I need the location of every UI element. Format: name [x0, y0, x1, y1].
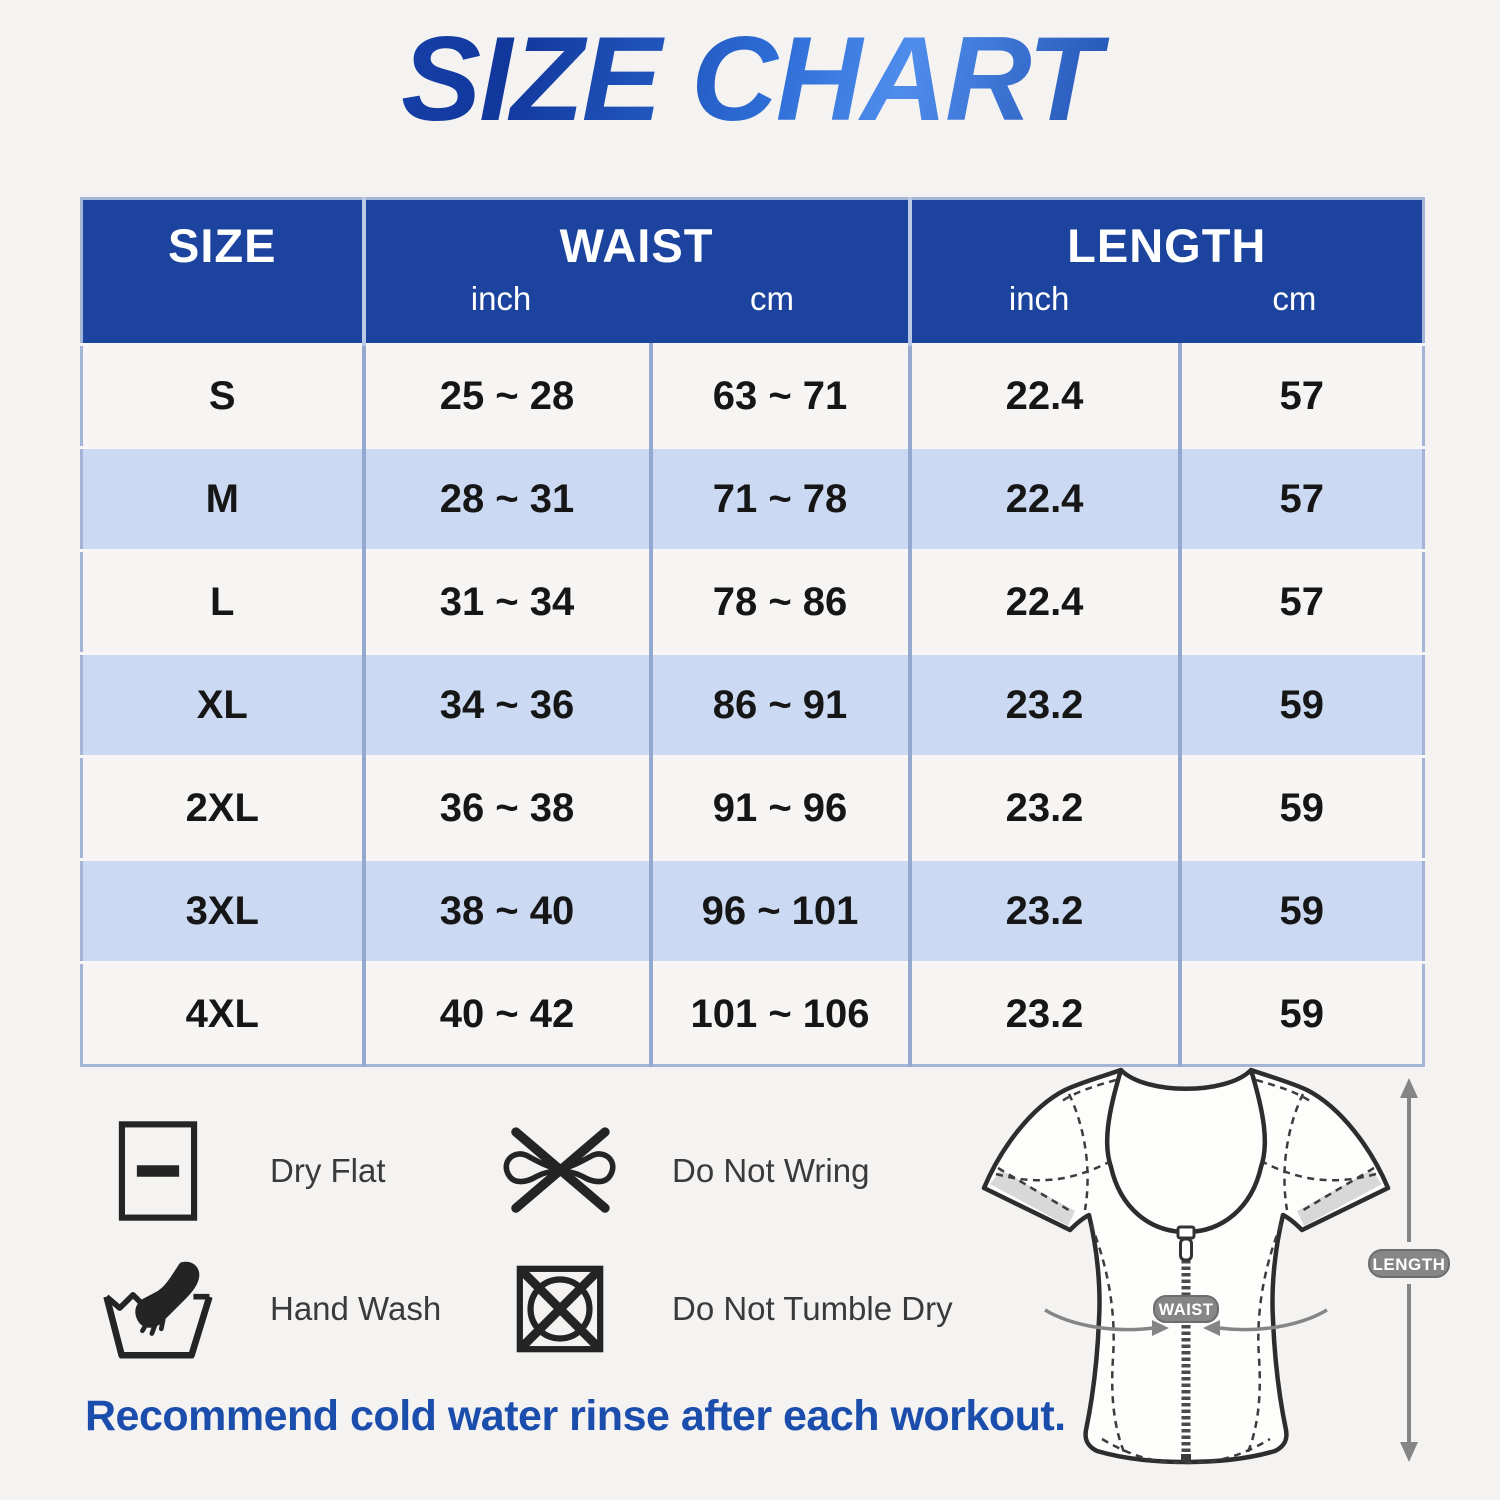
cell-size: 2XL [81, 755, 366, 860]
cell-waist-inch: 36 ~ 38 [363, 755, 653, 860]
cell-waist-cm: 71 ~ 78 [650, 446, 912, 551]
waist-badge: WAIST [1153, 1295, 1219, 1323]
table-row: M 28 ~ 31 71 ~ 78 22.4 57 [81, 446, 1424, 551]
hand-wash-icon [92, 1255, 224, 1363]
cell-length-cm: 57 [1179, 343, 1424, 448]
cell-length-cm: 57 [1179, 549, 1424, 654]
svg-text:LENGTH: LENGTH [1373, 1255, 1446, 1274]
zipper [1176, 1225, 1196, 1462]
waist-unit-inch-label: inch [470, 280, 532, 317]
cell-waist-inch: 34 ~ 36 [363, 652, 653, 757]
cell-waist-inch: 31 ~ 34 [363, 549, 653, 654]
care-item-do-not-tumble-dry: Do Not Tumble Dry [494, 1259, 953, 1359]
cell-length-inch: 23.2 [909, 961, 1182, 1066]
care-item-dry-flat: Dry Flat [92, 1119, 494, 1223]
svg-text:WAIST: WAIST [1159, 1301, 1214, 1319]
care-label: Dry Flat [270, 1152, 386, 1189]
cell-waist-cm: 96 ~ 101 [650, 858, 912, 963]
cell-length-cm: 59 [1179, 652, 1424, 757]
column-header-waist: WAIST inch cm [363, 198, 912, 345]
footnote-text: Recommend cold water rinse after each wo… [85, 1392, 1066, 1440]
cell-size: 3XL [81, 858, 366, 963]
cell-length-inch: 23.2 [909, 858, 1182, 963]
cell-waist-cm: 86 ~ 91 [650, 652, 912, 757]
cell-length-inch: 22.4 [909, 549, 1182, 654]
care-label: Do Not Wring [672, 1152, 870, 1189]
column-header-length: LENGTH inch cm [909, 198, 1424, 345]
cell-size: 4XL [81, 961, 366, 1066]
cell-length-inch: 22.4 [909, 343, 1182, 448]
cell-waist-inch: 38 ~ 40 [363, 858, 653, 963]
waist-arrows [1044, 1308, 1328, 1332]
page-title: SIZE CHART [0, 10, 1500, 148]
dry-flat-icon [92, 1119, 224, 1223]
cell-waist-inch: 25 ~ 28 [363, 343, 653, 448]
garment-diagram: WAIST LENGTH [948, 1058, 1453, 1493]
column-header-size: SIZE [81, 198, 366, 345]
table-row: S 25 ~ 28 63 ~ 71 22.4 57 [81, 343, 1424, 448]
waist-header-label: WAIST [559, 219, 714, 272]
garment-outline [981, 1067, 1391, 1465]
table-row: XL 34 ~ 36 86 ~ 91 23.2 59 [81, 652, 1424, 757]
cell-size: S [81, 343, 366, 448]
table-row: 2XL 36 ~ 38 91 ~ 96 23.2 59 [81, 755, 1424, 860]
cell-size: XL [81, 652, 366, 757]
waist-unit-cm-label: cm [750, 280, 795, 317]
length-badge: LENGTH [1368, 1249, 1450, 1278]
cell-waist-inch: 40 ~ 42 [363, 961, 653, 1066]
cell-size: M [81, 446, 366, 551]
cell-length-cm: 59 [1179, 858, 1424, 963]
cell-waist-cm: 101 ~ 106 [650, 961, 912, 1066]
length-unit-inch-label: inch [1008, 280, 1070, 317]
care-item-do-not-wring: Do Not Wring [494, 1119, 953, 1223]
cell-length-cm: 59 [1179, 961, 1424, 1066]
size-chart-table: SIZE WAIST inch cm LENGTH inch cm [80, 197, 1426, 1067]
cell-length-inch: 22.4 [909, 446, 1182, 551]
cell-waist-cm: 63 ~ 71 [650, 343, 912, 448]
cell-waist-cm: 91 ~ 96 [650, 755, 912, 860]
care-item-hand-wash: Hand Wash [92, 1255, 494, 1363]
length-header-label: LENGTH [1067, 219, 1267, 272]
do-not-wring-icon [494, 1119, 626, 1223]
length-unit-cm-label: cm [1272, 280, 1317, 317]
cell-size: L [81, 549, 366, 654]
table-row: L 31 ~ 34 78 ~ 86 22.4 57 [81, 549, 1424, 654]
care-instructions: Dry Flat Do Not Wring [92, 1102, 953, 1378]
cell-length-inch: 23.2 [909, 755, 1182, 860]
cell-length-cm: 59 [1179, 755, 1424, 860]
cell-waist-cm: 78 ~ 86 [650, 549, 912, 654]
table-row: 4XL 40 ~ 42 101 ~ 106 23.2 59 [81, 961, 1424, 1066]
size-header-label: SIZE [168, 219, 277, 272]
cell-length-inch: 23.2 [909, 652, 1182, 757]
table-header-row: SIZE WAIST inch cm LENGTH inch cm [81, 198, 1424, 345]
cell-length-cm: 57 [1179, 446, 1424, 551]
do-not-tumble-dry-icon [494, 1259, 626, 1359]
table-row: 3XL 38 ~ 40 96 ~ 101 23.2 59 [81, 858, 1424, 963]
care-label: Do Not Tumble Dry [672, 1290, 953, 1327]
cell-waist-inch: 28 ~ 31 [363, 446, 653, 551]
care-label: Hand Wash [270, 1290, 442, 1327]
